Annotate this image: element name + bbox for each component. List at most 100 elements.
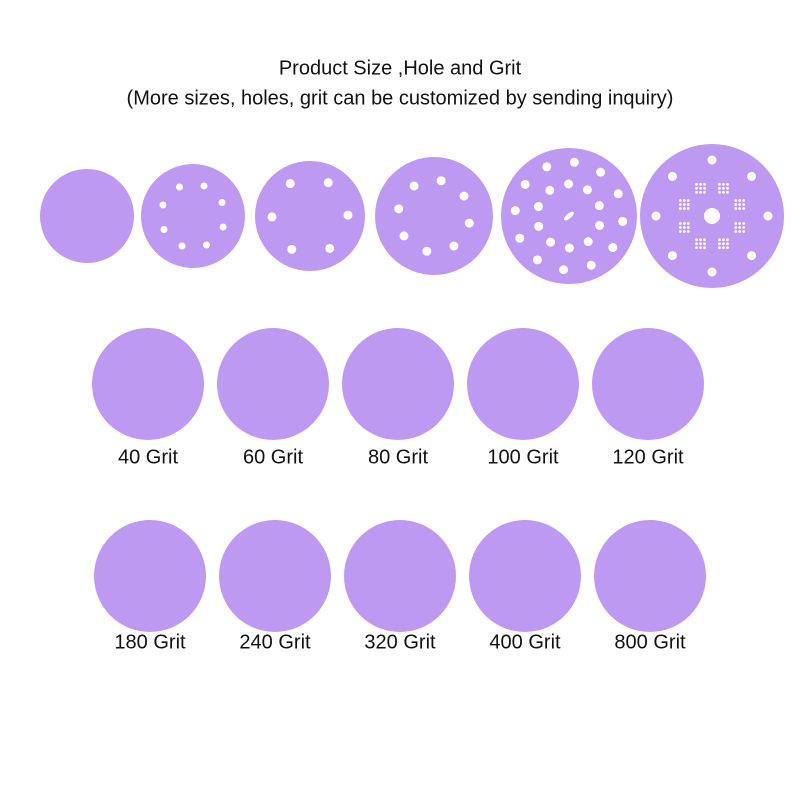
disc-hole bbox=[726, 182, 729, 186]
disc-hole bbox=[722, 190, 725, 194]
disc-hole bbox=[738, 207, 742, 210]
grit-label: 120 Grit bbox=[612, 446, 684, 468]
disc-hole bbox=[747, 251, 757, 261]
sanding-disc bbox=[217, 328, 329, 440]
disc-hole bbox=[686, 199, 690, 202]
disc-hole bbox=[734, 226, 738, 229]
disc-hole bbox=[160, 225, 168, 233]
disc-hole bbox=[323, 178, 333, 188]
disc-hole bbox=[686, 226, 690, 229]
disc-hole bbox=[202, 241, 210, 249]
disc-hole bbox=[707, 267, 717, 277]
disc-hole bbox=[559, 265, 569, 275]
sanding-disc bbox=[219, 520, 331, 632]
disc-hole bbox=[722, 186, 725, 190]
disc-hole bbox=[545, 185, 555, 195]
disc-hole bbox=[534, 221, 544, 231]
disc-hole bbox=[325, 243, 335, 253]
disc-hole bbox=[422, 246, 432, 256]
sanding-disc bbox=[255, 161, 365, 271]
sanding-disc bbox=[344, 520, 456, 632]
disc-hole bbox=[682, 226, 686, 229]
disc-hole bbox=[699, 246, 702, 250]
disc-hole bbox=[726, 190, 729, 194]
disc-hole bbox=[718, 182, 721, 186]
disc-hole bbox=[667, 171, 677, 181]
disc-hole bbox=[582, 185, 592, 195]
disc-hole bbox=[699, 190, 702, 194]
disc-hole bbox=[586, 260, 596, 270]
disc-hole bbox=[699, 186, 702, 190]
sanding-disc bbox=[92, 328, 204, 440]
disc-hole bbox=[718, 238, 721, 242]
disc-hole bbox=[532, 255, 542, 265]
sanding-disc bbox=[141, 164, 245, 268]
sanding-disc bbox=[469, 520, 581, 632]
disc-hole bbox=[726, 242, 729, 246]
sanding-disc bbox=[375, 157, 493, 275]
disc-hole bbox=[159, 201, 167, 209]
disc-hole bbox=[678, 199, 682, 202]
disc-hole bbox=[287, 244, 297, 254]
disc-hole bbox=[686, 203, 690, 206]
disc-hole bbox=[734, 222, 738, 225]
disc-hole bbox=[738, 230, 742, 233]
disc-hole bbox=[722, 182, 725, 186]
disc-hole bbox=[738, 203, 742, 206]
disc-hole bbox=[718, 190, 721, 194]
disc-hole bbox=[399, 231, 409, 241]
disc-hole bbox=[682, 203, 686, 206]
disc-hole bbox=[618, 216, 628, 226]
disc-hole bbox=[200, 182, 208, 190]
disc-hole bbox=[678, 222, 682, 225]
disc-hole bbox=[449, 241, 459, 251]
disc-hole bbox=[734, 207, 738, 210]
disc-hole bbox=[596, 167, 606, 177]
disc-hole bbox=[742, 207, 746, 210]
disc-hole bbox=[695, 242, 698, 246]
disc-hole bbox=[583, 237, 593, 247]
sanding-disc bbox=[594, 520, 706, 632]
disc-hole bbox=[667, 251, 677, 261]
disc-hole bbox=[594, 201, 604, 211]
disc-hole bbox=[686, 222, 690, 225]
grit-label: 320 Grit bbox=[364, 631, 436, 653]
disc-hole bbox=[742, 226, 746, 229]
disc-hole bbox=[699, 182, 702, 186]
grit-label: 80 Grit bbox=[368, 446, 428, 468]
disc-hole bbox=[742, 222, 746, 225]
disc-hole bbox=[459, 191, 469, 201]
disc-hole bbox=[682, 199, 686, 202]
disc-hole bbox=[682, 230, 686, 233]
disc-hole bbox=[699, 238, 702, 242]
disc-hole bbox=[742, 203, 746, 206]
grit-label: 400 Grit bbox=[489, 631, 561, 653]
disc-hole bbox=[695, 190, 698, 194]
disc-hole bbox=[738, 222, 742, 225]
disc-hole bbox=[703, 246, 706, 250]
disc-hole bbox=[608, 243, 618, 253]
subtitle: (More sizes, holes, grit can be customiz… bbox=[127, 87, 674, 109]
disc-hole bbox=[703, 242, 706, 246]
disc-hole bbox=[722, 246, 725, 250]
disc-hole bbox=[699, 242, 702, 246]
disc-hole bbox=[722, 238, 725, 242]
disc-hole bbox=[726, 246, 729, 250]
disc-hole bbox=[285, 179, 295, 189]
disc-hole bbox=[533, 202, 543, 212]
disc-hole bbox=[703, 238, 706, 242]
disc-hole bbox=[695, 246, 698, 250]
grit-label: 40 Grit bbox=[118, 446, 178, 468]
disc-hole bbox=[595, 220, 605, 230]
disc-hole bbox=[682, 222, 686, 225]
disc-hole bbox=[734, 203, 738, 206]
disc-hole bbox=[704, 208, 720, 224]
disc-hole bbox=[546, 237, 556, 247]
disc-hole bbox=[686, 230, 690, 233]
disc-hole bbox=[695, 182, 698, 186]
disc-hole bbox=[613, 189, 623, 199]
grit-label: 60 Grit bbox=[243, 446, 303, 468]
grit-label: 800 Grit bbox=[614, 631, 686, 653]
